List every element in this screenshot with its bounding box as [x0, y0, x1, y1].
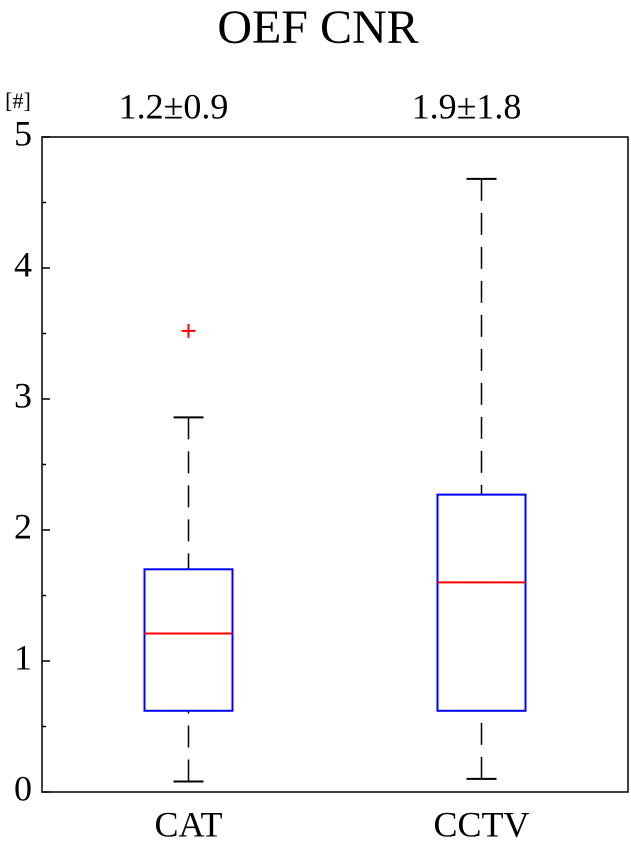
y-tick-label: 1	[14, 637, 32, 677]
y-axis-label: [#]	[5, 88, 31, 113]
x-tick-label: CAT	[154, 804, 222, 844]
plot-frame	[41, 136, 629, 793]
x-tick-label: CCTV	[433, 804, 529, 844]
y-tick-label: 3	[14, 375, 32, 415]
y-tick-label: 2	[14, 506, 32, 546]
box	[143, 568, 234, 712]
annotation: 1.9±1.8	[412, 86, 522, 126]
outlier	[181, 323, 196, 338]
y-tick-label: 4	[14, 244, 32, 284]
y-tick-label: 0	[14, 768, 32, 808]
chart-title: OEF CNR	[217, 1, 418, 54]
y-tick-label: 5	[14, 113, 32, 153]
box	[436, 493, 527, 712]
annotation: 1.2±0.9	[119, 86, 229, 126]
